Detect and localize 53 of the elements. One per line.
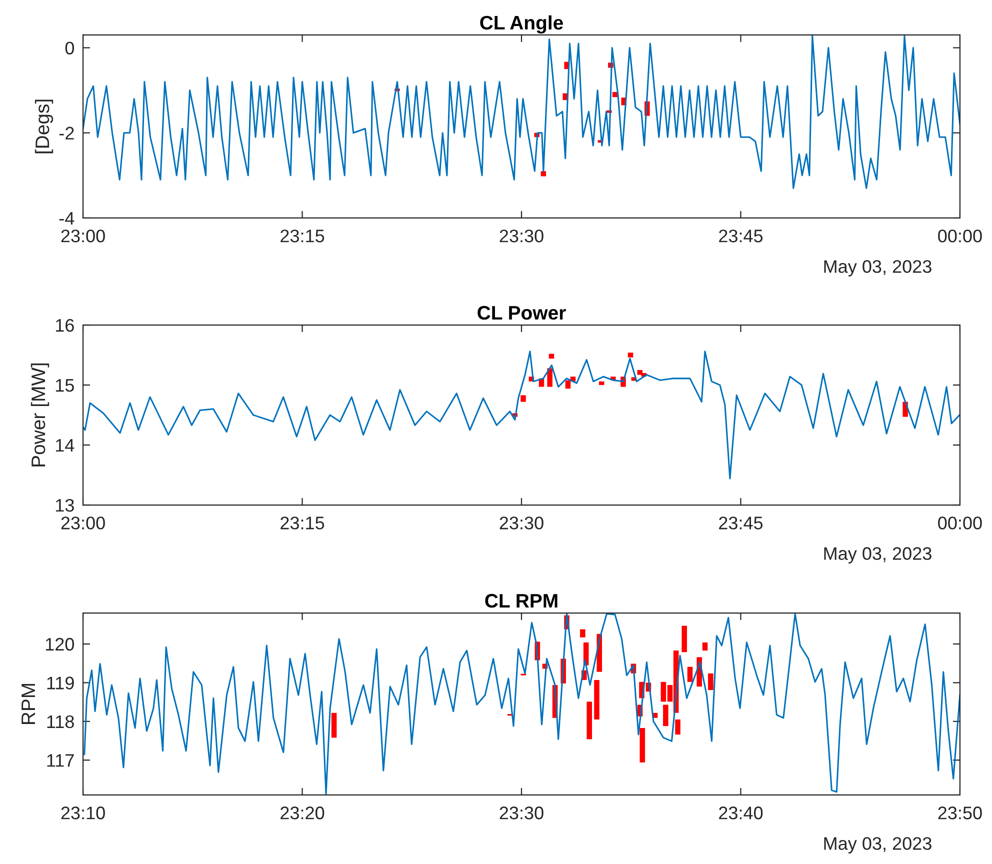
x-tick-label: 23:00: [61, 516, 105, 530]
x-tick-label: 00:00: [938, 230, 982, 242]
y-tick-label: 16: [56, 318, 74, 332]
bar: [702, 642, 708, 651]
bar: [580, 629, 586, 638]
bar: [331, 712, 337, 738]
bar: [598, 381, 604, 386]
text: May 03, 2023: [824, 260, 932, 276]
y-tick-label: 13: [56, 498, 74, 512]
x-tick-label: 23:30: [500, 230, 544, 242]
chart-title: CL Power: [478, 306, 566, 320]
x-tick-label: 23:20: [280, 806, 324, 820]
y-tick-label: 118: [47, 715, 74, 728]
x-tick-label: 23:00: [61, 230, 105, 242]
x-tick-label: 23:15: [280, 230, 324, 242]
bar: [682, 626, 687, 652]
y-tick-label: 120: [46, 638, 74, 651]
text: May 03, 2023: [824, 837, 932, 854]
text: May 03, 2023: [824, 547, 932, 564]
bar: [675, 719, 680, 735]
y-axis-title: RPM: [22, 684, 35, 724]
y-axis-title: [Degs]: [34, 100, 54, 154]
x-tick-label: 23:50: [938, 806, 982, 820]
chart-title: CL RPM: [485, 594, 558, 608]
line-series: [83, 350, 960, 480]
bar: [628, 352, 634, 358]
line-series: [84, 613, 960, 795]
bar: [594, 680, 600, 720]
y-tick-label: 119: [47, 676, 74, 690]
bar: [708, 673, 714, 690]
y-axis-title: Power [MW]: [30, 363, 50, 466]
y-tick-label: 15: [56, 379, 74, 392]
x-tick-label: 23:15: [280, 516, 324, 530]
bar: [547, 368, 552, 387]
bar: [540, 171, 546, 176]
y-tick-label: -2: [59, 126, 74, 140]
y-tick-label: 0: [65, 42, 74, 54]
y-tick-label: 14: [56, 439, 74, 452]
x-tick-label: 23:10: [61, 806, 105, 820]
x-tick-label: 00:00: [938, 516, 982, 530]
x-tick-label: 23:40: [719, 806, 763, 820]
chart-title: CL Angle: [480, 15, 563, 34]
bar: [663, 704, 668, 726]
y-tick-label: 117: [47, 754, 74, 767]
bar: [586, 702, 592, 740]
bar: [687, 666, 693, 682]
x-tick-label: 23:30: [500, 806, 544, 820]
x-tick-label: 23:45: [719, 230, 763, 242]
bar: [520, 395, 526, 402]
x-tick-label: 23:30: [500, 516, 544, 530]
bar: [640, 728, 646, 762]
x-tick-label: 23:45: [719, 516, 763, 530]
y-tick-label: -4: [59, 212, 74, 225]
